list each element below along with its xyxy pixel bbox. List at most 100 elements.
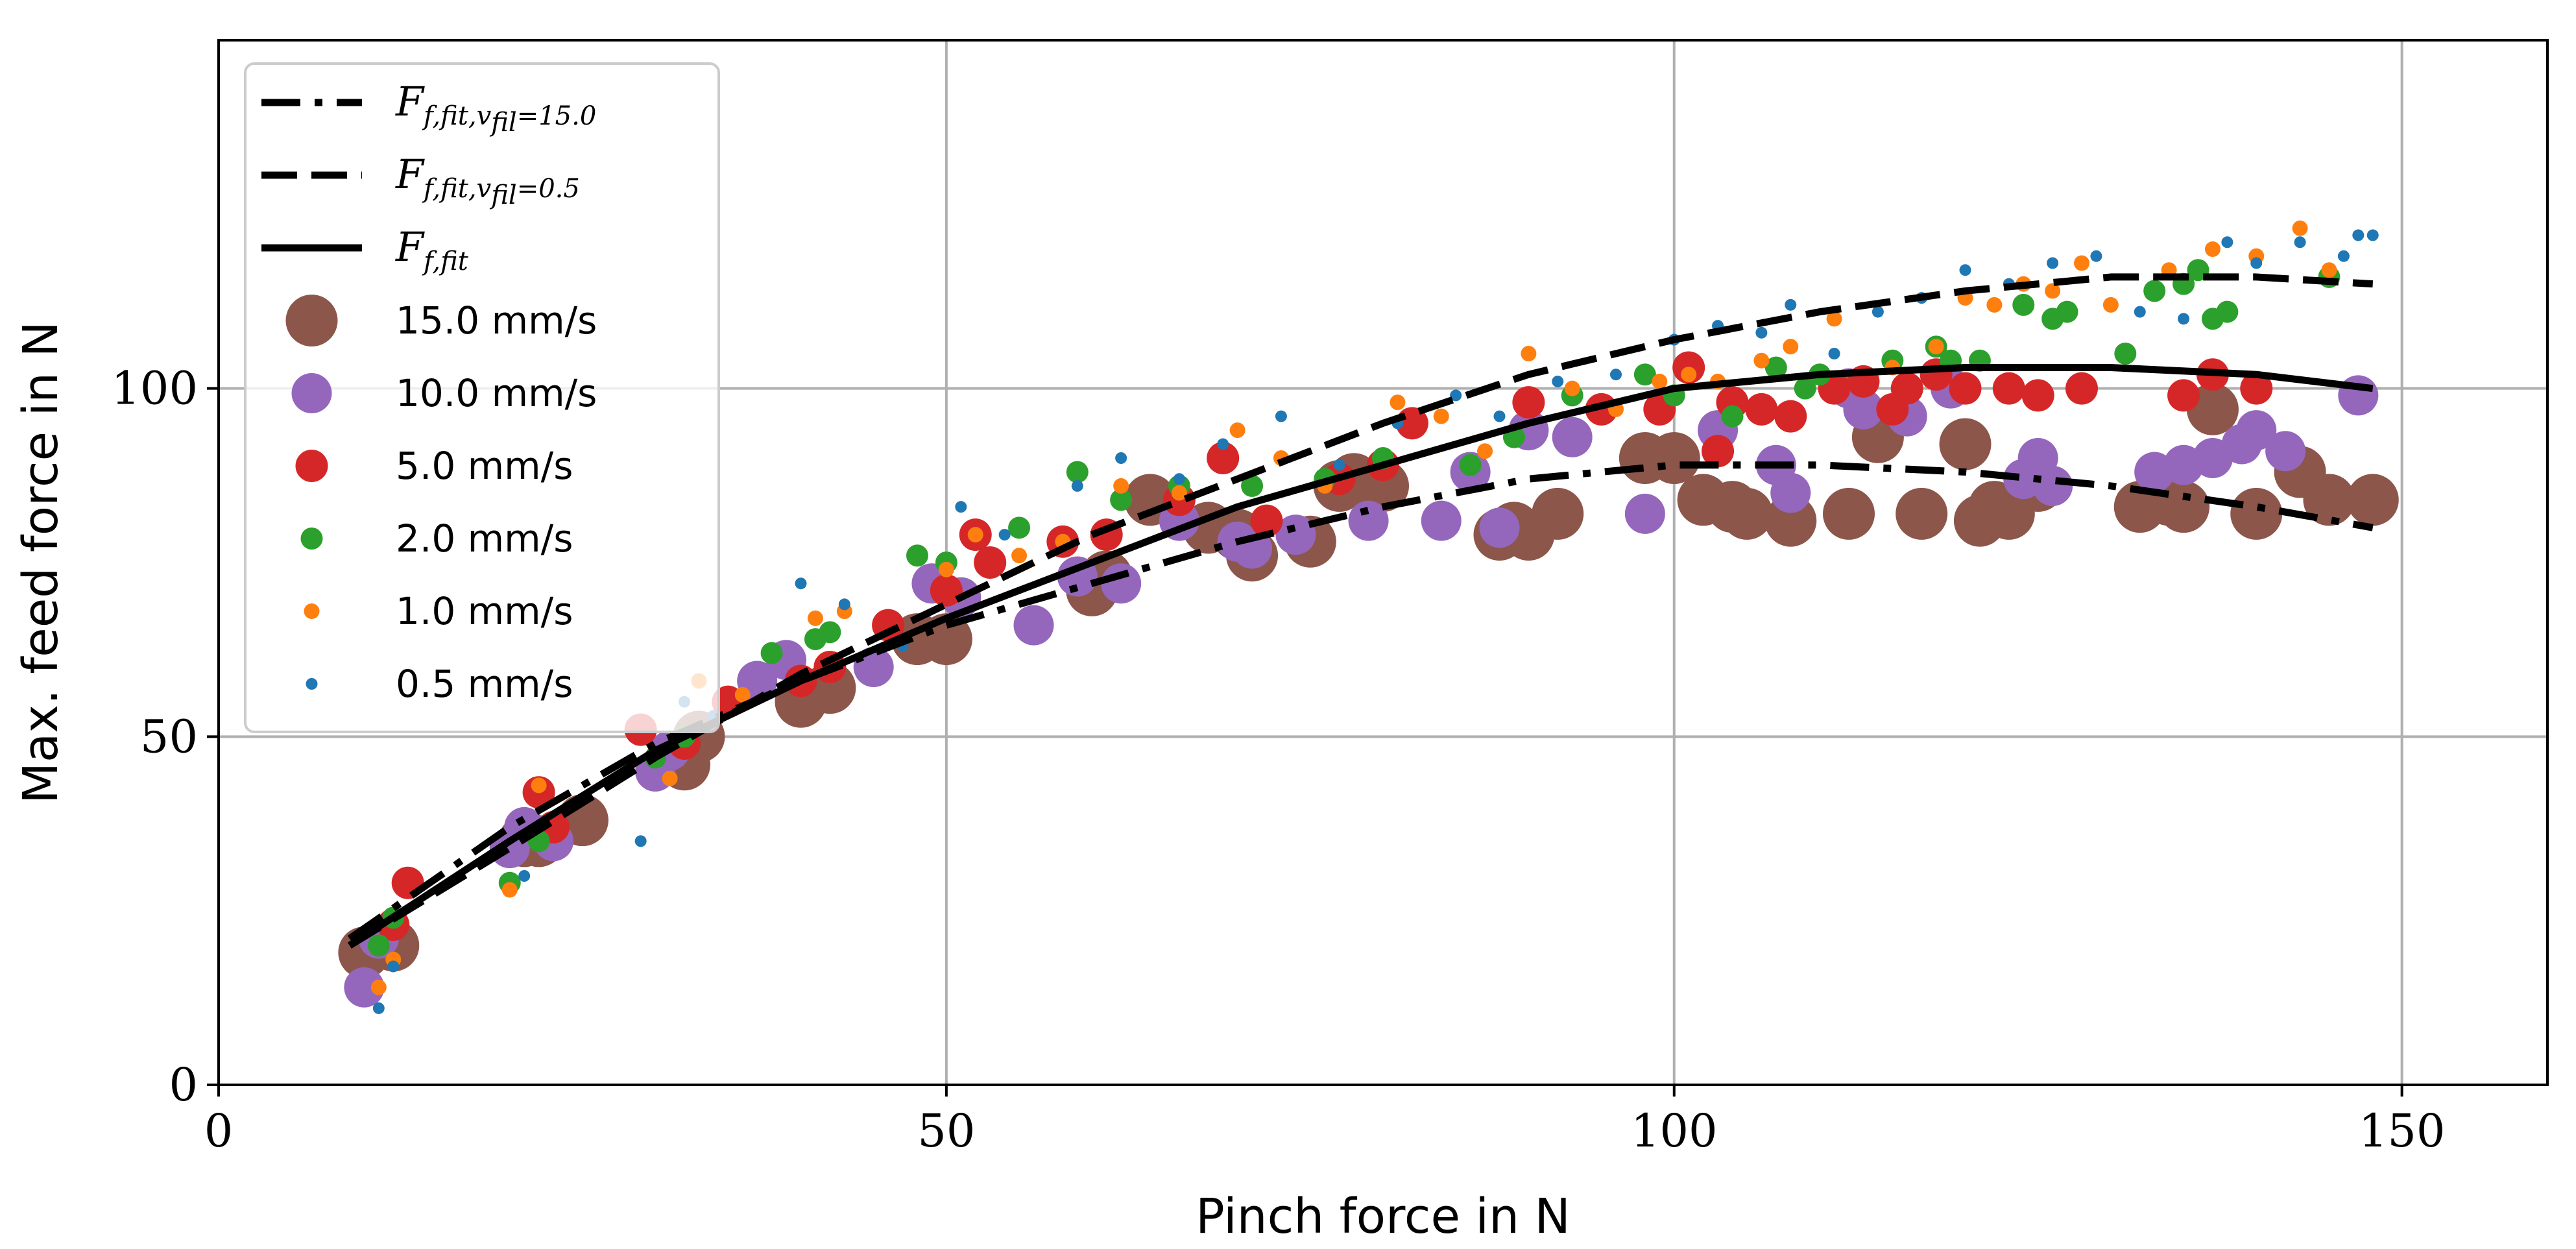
data-point [1774, 400, 1807, 433]
legend-marker [285, 295, 338, 346]
data-point [1250, 504, 1283, 537]
data-point [1479, 507, 1520, 548]
data-point [807, 610, 823, 626]
data-point [930, 574, 963, 607]
data-point [1275, 410, 1287, 422]
data-point [2303, 474, 2355, 526]
data-point [1785, 298, 1797, 311]
data-point [2230, 487, 2283, 540]
data-point [2338, 375, 2379, 416]
data-point [1011, 548, 1028, 564]
data-point [662, 770, 678, 786]
data-point [634, 835, 647, 847]
data-point [370, 979, 387, 995]
data-point [2032, 465, 2073, 506]
data-point [1939, 418, 1992, 470]
data-point [1949, 372, 1982, 405]
data-point [1110, 489, 1133, 511]
data-point [372, 1002, 385, 1014]
data-point [1648, 432, 1700, 484]
x-axis-label: Pinch force in N [1196, 1189, 1571, 1244]
data-point [1217, 438, 1229, 450]
legend: Ff,fit,vfil=15.0 Ff,fit,vfil=0.5 Ff,fit 15.… [244, 62, 720, 733]
data-point [906, 544, 928, 567]
legend-label: 2.0 mm/s [396, 516, 573, 561]
data-point [795, 577, 807, 590]
legend-label: 1.0 mm/s [396, 589, 573, 633]
data-point [2346, 474, 2399, 526]
data-point [2250, 257, 2263, 269]
data-point [1564, 380, 1580, 396]
legend-label: 15.0 mm/s [396, 298, 597, 343]
data-point [2134, 306, 2146, 318]
legend-label: 0.5 mm/s [396, 662, 573, 706]
legend-marker [291, 373, 332, 413]
data-point [1241, 474, 1264, 497]
data-point [2292, 220, 2308, 236]
x-tick-label: 50 [917, 1104, 975, 1158]
data-point [367, 934, 390, 957]
data-point [1764, 356, 1787, 379]
data-point [1755, 326, 1768, 339]
data-point [1521, 346, 1537, 361]
data-point [1770, 472, 1811, 513]
legend-label: Ff,fit [395, 223, 469, 276]
data-point [1721, 405, 1744, 428]
data-point [1928, 339, 1944, 355]
data-point [1333, 459, 1345, 471]
data-point [1992, 372, 2025, 405]
data-point [2204, 241, 2221, 257]
data-point [1702, 435, 1735, 468]
data-point [1652, 373, 1668, 389]
series-5 [372, 229, 2379, 1014]
legend-marker [306, 678, 318, 690]
data-point [2167, 379, 2200, 412]
data-point [1753, 352, 1770, 369]
data-point [1826, 311, 1842, 327]
data-point [2056, 300, 2078, 323]
data-point [2047, 257, 2059, 269]
data-point [1013, 605, 1054, 646]
data-point [1794, 377, 1816, 400]
data-point [2216, 300, 2239, 323]
data-point [1113, 478, 1129, 494]
data-point [1207, 442, 1240, 474]
data-point [1552, 417, 1593, 457]
data-point [838, 598, 850, 611]
data-point [967, 527, 983, 543]
data-point [2321, 262, 2337, 278]
data-point [734, 686, 751, 703]
data-point [2074, 255, 2089, 271]
data-point [2158, 481, 2210, 533]
legend-label: Ff,fit,vfil=0.5 [395, 151, 580, 210]
data-point [1390, 394, 1406, 411]
data-point [2337, 250, 2350, 262]
data-point [2236, 410, 2277, 451]
legend-marker [295, 450, 328, 482]
legend-label: 10.0 mm/s [396, 371, 597, 415]
data-point [1552, 375, 1564, 387]
data-point [1720, 487, 1773, 540]
legend-label: 5.0 mm/s [396, 444, 573, 488]
data-point [2352, 229, 2365, 241]
data-point [1843, 389, 1884, 430]
data-point [2021, 379, 2054, 412]
data-point [1633, 363, 1656, 386]
legend-label: Ff,fit,vfil=15.0 [395, 78, 596, 138]
data-point [1450, 389, 1462, 402]
data-point [344, 967, 385, 1008]
data-point [1828, 348, 1840, 359]
data-point [1890, 372, 1923, 405]
data-point [2045, 283, 2061, 299]
data-point [1745, 393, 1778, 426]
data-point [938, 561, 954, 577]
data-point [1071, 479, 1083, 492]
data-point [1066, 461, 1089, 483]
data-point [1532, 487, 1584, 540]
data-point [819, 621, 841, 644]
data-point [531, 777, 547, 794]
fit-line-dashdot [347, 461, 2374, 942]
data-point [1115, 452, 1127, 464]
data-point [998, 529, 1011, 541]
data-point [2294, 236, 2306, 249]
